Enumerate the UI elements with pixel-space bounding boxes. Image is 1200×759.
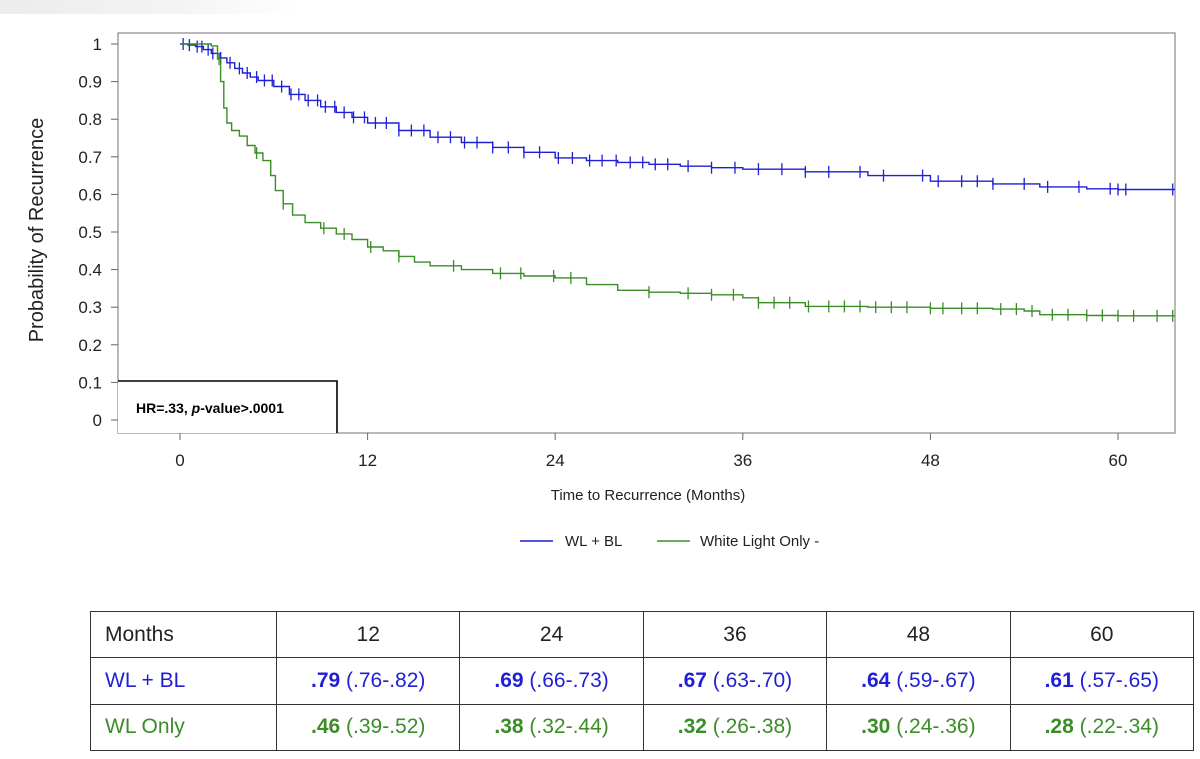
- header-cell: 24: [459, 610, 644, 659]
- table-header-row: Months 12 24 36 48 60: [90, 610, 1195, 659]
- table-cell: .61 (.57-.65): [1009, 657, 1195, 705]
- legend-label-wl-only: White Light Only -: [700, 533, 819, 550]
- screen-edge-shadow: [0, 0, 300, 14]
- header-cell-months: Months: [90, 610, 277, 659]
- hazard-ratio-text: HR=.33, p-value>.0001: [136, 400, 284, 416]
- x-tick-label: 36: [733, 451, 752, 470]
- table-row-wl-only: WL Only .46 (.39-.52) .38 (.32-.44) .32 …: [90, 703, 1195, 752]
- estimate: .61: [1044, 668, 1074, 692]
- header-cell: 12: [275, 610, 461, 659]
- table-cell: .32 (.26-.38): [642, 703, 828, 752]
- estimate: .46: [310, 715, 341, 739]
- y-tick-label: 0.4: [78, 261, 102, 280]
- x-tick-label: 0: [175, 451, 184, 470]
- header-cell: 60: [1009, 610, 1195, 659]
- header-cell: 48: [826, 610, 1011, 659]
- y-tick-label: 0.3: [78, 298, 102, 317]
- table-cell: .38 (.32-.44): [459, 703, 644, 752]
- estimate: .69: [494, 668, 524, 692]
- confidence-interval: (.24-.36): [890, 715, 976, 739]
- y-tick-label: 0.8: [78, 110, 102, 129]
- hazard-ratio-box: HR=.33, p-value>.0001: [118, 380, 338, 433]
- legend: WL + BL White Light Only -: [520, 533, 819, 550]
- confidence-interval: (.39-.52): [340, 715, 426, 739]
- x-axis-title: Time to Recurrence (Months): [551, 487, 746, 504]
- legend-label-wl-bl: WL + BL: [565, 533, 622, 550]
- x-tick-label: 48: [921, 451, 940, 470]
- confidence-interval: (.66-.73): [523, 668, 609, 692]
- survival-line: [180, 43, 1175, 191]
- plot-frame: [117, 32, 1176, 434]
- table-cell: .69 (.66-.73): [459, 657, 644, 705]
- table-cell: .30 (.24-.36): [826, 703, 1011, 752]
- table-cell: .67 (.63-.70): [642, 657, 828, 705]
- estimate: .64: [861, 668, 891, 692]
- x-tick-label: 12: [358, 451, 377, 470]
- header-cell: 36: [642, 610, 828, 659]
- confidence-interval: (.76-.82): [340, 668, 426, 692]
- confidence-interval: (.32-.44): [523, 715, 609, 739]
- y-tick-label: 0.9: [78, 73, 102, 92]
- y-tick-label: 0.7: [78, 148, 102, 167]
- confidence-interval: (.63-.70): [706, 668, 793, 692]
- estimate: .67: [677, 668, 707, 692]
- x-axis: 0 12 24 36 48 60: [175, 433, 1127, 470]
- table-cell: .46 (.39-.52): [275, 703, 461, 752]
- estimate: .28: [1044, 715, 1074, 739]
- series-wl-only: [180, 43, 1175, 322]
- x-tick-label: 60: [1109, 451, 1128, 470]
- km-curve-chart: 0 0.1 0.2 0.3 0.4 0.5 0.6 0.7 0.8 0.9 1 0 12 24 36 48 6…: [26, 32, 1176, 550]
- y-axis: 0 0.1 0.2 0.3 0.4 0.5 0.6 0.7 0.8 0.9 1: [78, 35, 118, 430]
- estimate: .32: [677, 715, 707, 739]
- y-axis-title: Probability of Recurrence: [26, 118, 48, 343]
- y-tick-label: 1: [93, 35, 102, 54]
- estimate: .30: [861, 715, 891, 739]
- estimate: .79: [310, 668, 341, 692]
- estimate: .38: [494, 715, 524, 739]
- x-tick-label: 24: [546, 451, 565, 470]
- confidence-interval: (.59-.67): [890, 668, 976, 692]
- series-wl-bl: [180, 38, 1175, 196]
- table-cell: .28 (.22-.34): [1009, 703, 1195, 752]
- row-label: WL Only: [90, 703, 277, 752]
- table-row-wl-bl: WL + BL .79 (.76-.82) .69 (.66-.73) .67 …: [90, 657, 1195, 705]
- y-tick-label: 0.5: [78, 223, 102, 242]
- confidence-interval: (.57-.65): [1073, 668, 1159, 692]
- confidence-interval: (.22-.34): [1073, 715, 1159, 739]
- series-layer: [180, 38, 1175, 322]
- y-tick-label: 0: [93, 411, 102, 430]
- y-tick-label: 0.6: [78, 185, 102, 204]
- row-label: WL + BL: [90, 657, 277, 705]
- y-tick-label: 0.2: [78, 336, 102, 355]
- survival-line: [180, 43, 1175, 317]
- table-cell: .64 (.59-.67): [826, 657, 1011, 705]
- confidence-interval: (.26-.38): [706, 715, 793, 739]
- table-cell: .79 (.76-.82): [275, 657, 461, 705]
- recurrence-summary-table: Months 12 24 36 48 60 WL + BL .79 (.76-.…: [90, 610, 1195, 752]
- y-tick-label: 0.1: [78, 373, 102, 392]
